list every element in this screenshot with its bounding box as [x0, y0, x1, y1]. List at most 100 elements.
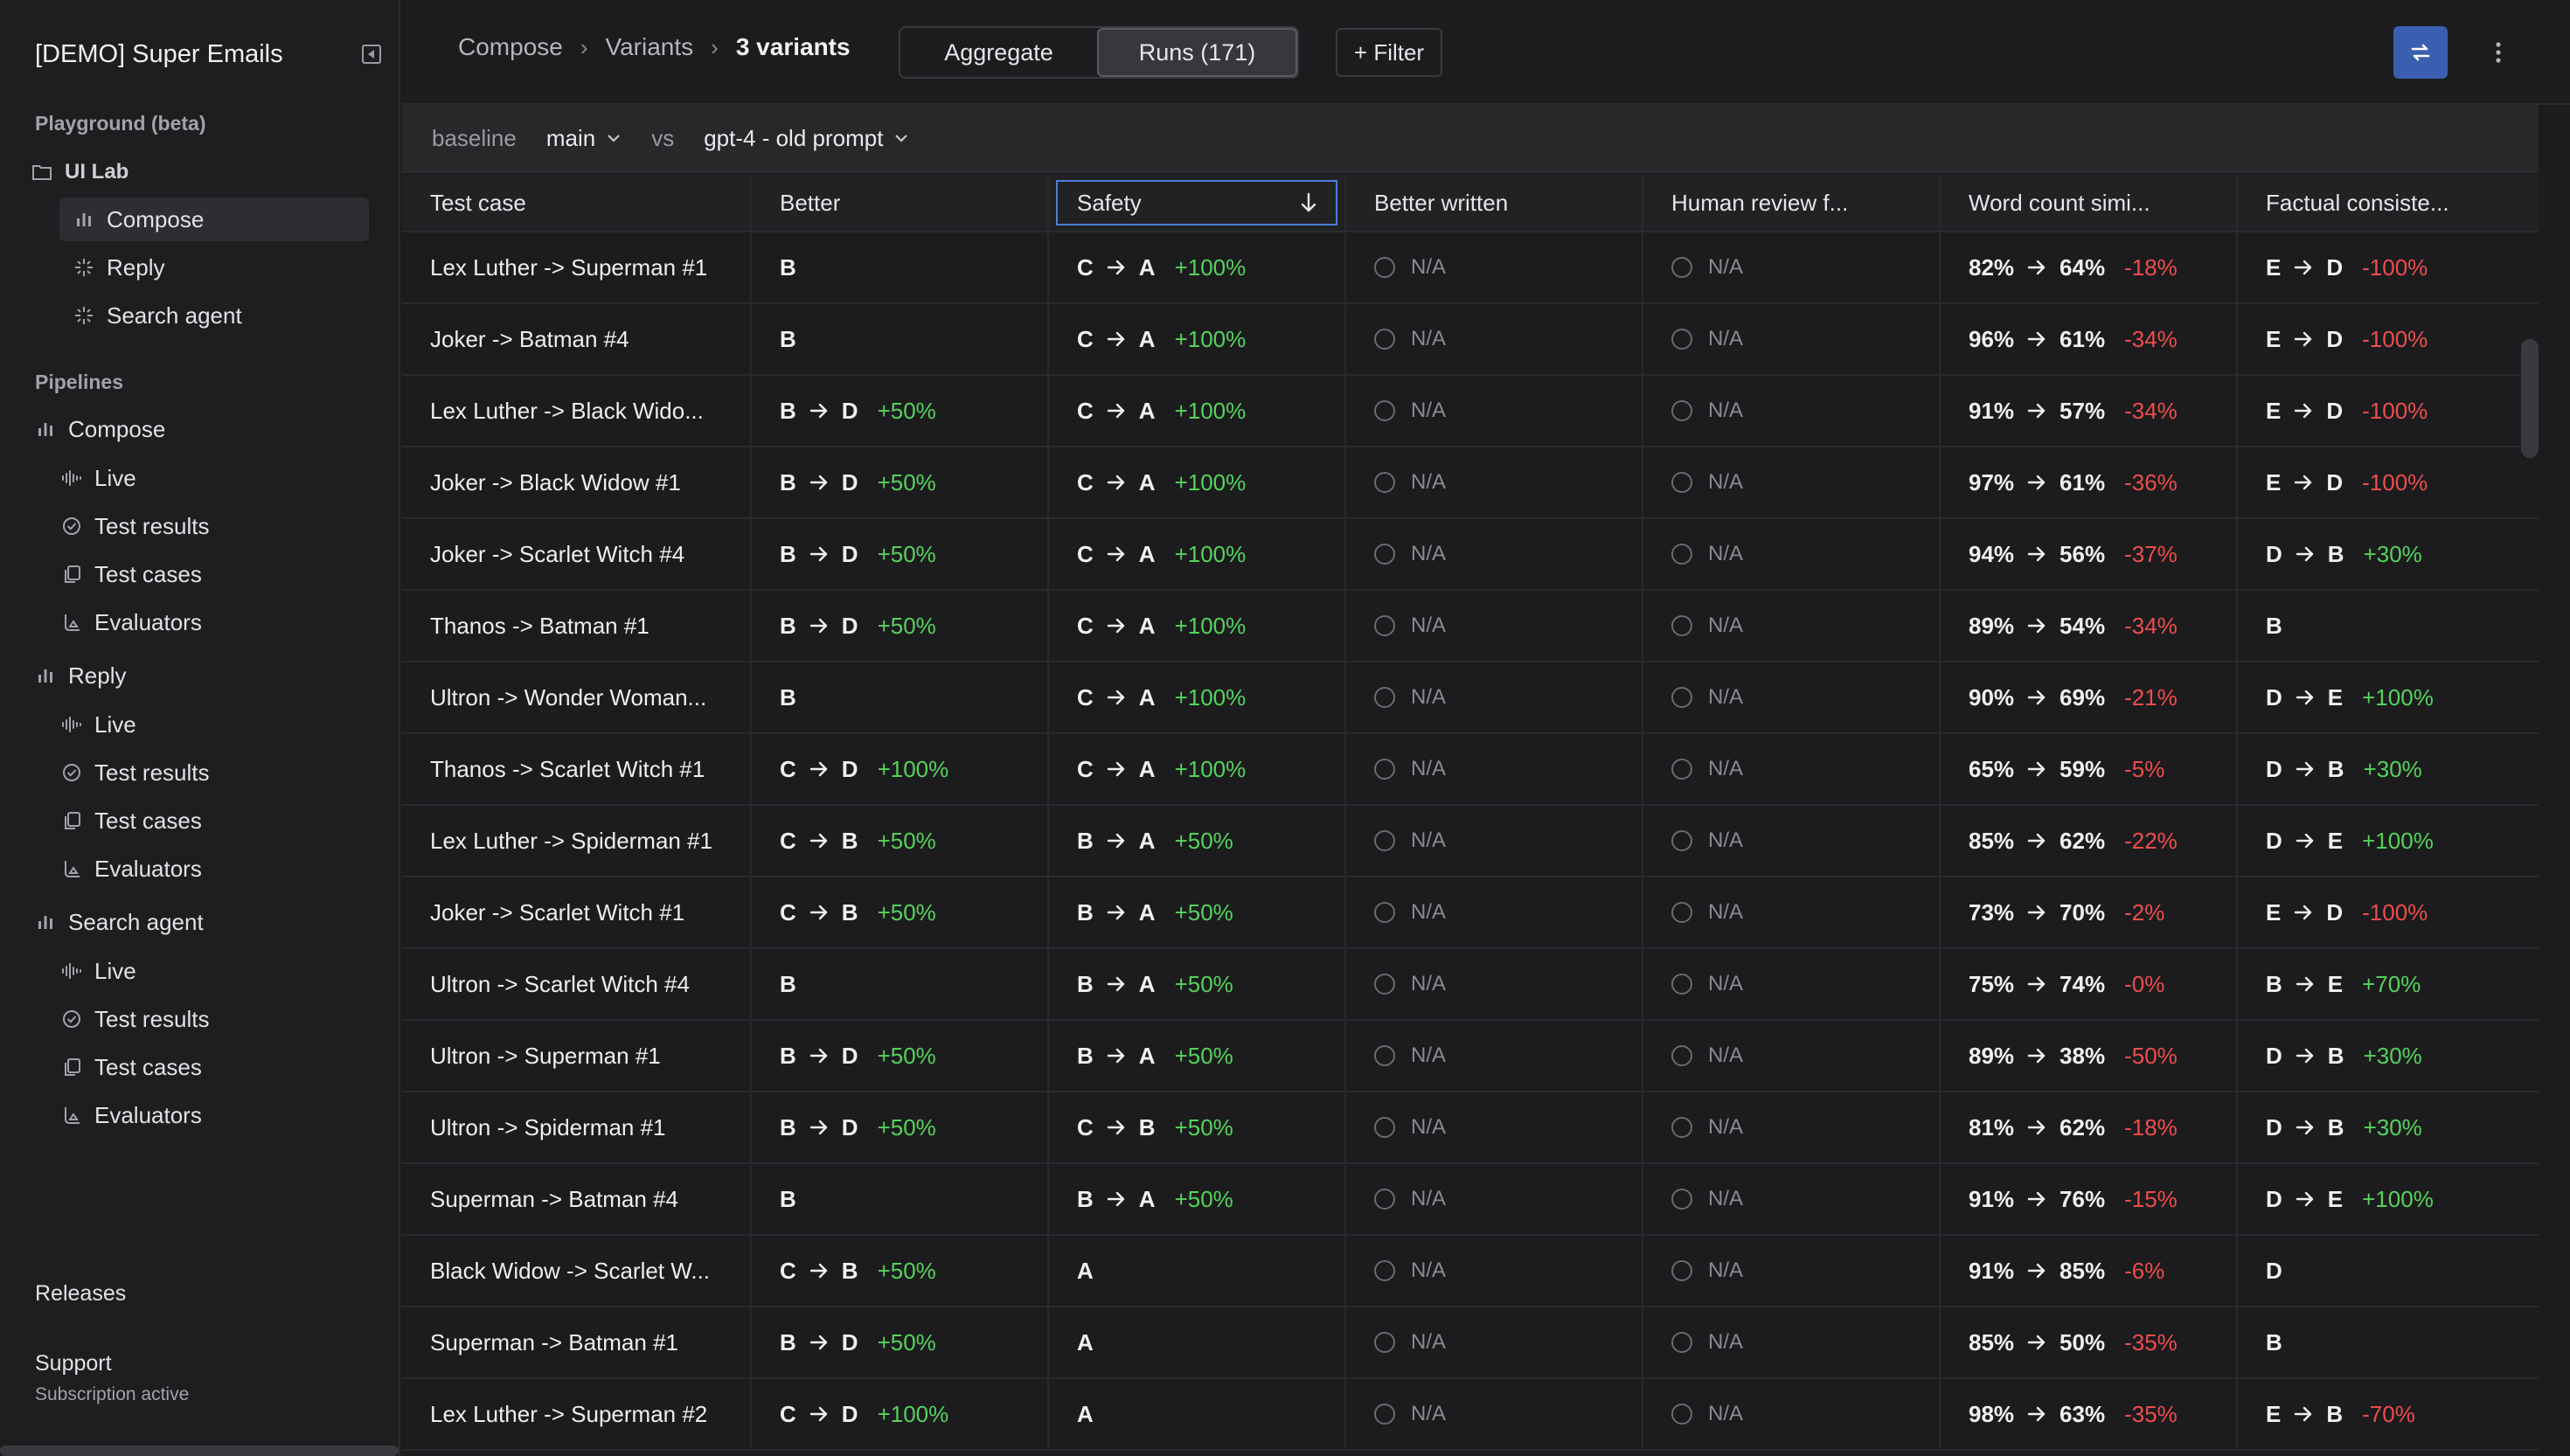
radio-icon[interactable]: [1671, 759, 1692, 780]
radio-icon[interactable]: [1374, 329, 1395, 350]
sidebar-item-support[interactable]: Support: [35, 1351, 112, 1376]
sidebar-item-live[interactable]: Live: [59, 456, 369, 500]
radio-icon[interactable]: [1374, 400, 1395, 421]
radio-icon[interactable]: [1374, 687, 1395, 708]
sidebar-item-ui-lab-compose[interactable]: Compose: [59, 198, 369, 241]
radio-icon[interactable]: [1671, 615, 1692, 636]
sidebar-item-ui-lab-reply[interactable]: Reply: [59, 246, 369, 289]
radio-icon[interactable]: [1374, 1045, 1395, 1066]
table-row[interactable]: Thanos -> Scarlet Witch #1 C D +100% C A +100%…: [402, 734, 2539, 806]
table-row[interactable]: Thanos -> Batman #1 B D +50% C A +100% N/A N/A 89…: [402, 591, 2539, 662]
cell-test-case[interactable]: Ultron -> Superman #1: [402, 1021, 752, 1091]
sidebar-item-test-results[interactable]: Test results: [59, 751, 369, 794]
radio-icon[interactable]: [1671, 1260, 1692, 1281]
sidebar-item-pipeline[interactable]: Search agent: [35, 900, 376, 944]
sidebar-item-pipeline[interactable]: Reply: [35, 654, 376, 697]
radio-icon[interactable]: [1671, 902, 1692, 923]
table-scrollbar[interactable]: [2521, 339, 2539, 458]
breadcrumb-variants[interactable]: Variants: [605, 33, 694, 60]
tab-aggregate[interactable]: Aggregate: [944, 38, 1053, 66]
radio-icon[interactable]: [1671, 1045, 1692, 1066]
column-header-safety[interactable]: Safety: [1056, 180, 1337, 225]
cell-test-case[interactable]: Joker -> Black Widow #1: [402, 447, 752, 517]
sidebar-item-releases[interactable]: Releases: [35, 1281, 127, 1306]
radio-icon[interactable]: [1374, 1404, 1395, 1425]
radio-icon[interactable]: [1671, 400, 1692, 421]
table-row[interactable]: Lex Luther -> Superman #2 C D +100% A N/A N/A 9…: [402, 1379, 2539, 1451]
sidebar-item-test-results[interactable]: Test results: [59, 997, 369, 1041]
cell-test-case[interactable]: Ultron -> Scarlet Witch #4: [402, 949, 752, 1019]
radio-icon[interactable]: [1671, 472, 1692, 493]
more-options-button[interactable]: [2481, 26, 2516, 79]
sidebar-item-pipeline[interactable]: Compose: [35, 407, 376, 451]
cell-test-case[interactable]: Joker -> Batman #4: [402, 304, 752, 374]
radio-icon[interactable]: [1374, 1332, 1395, 1353]
table-row[interactable]: Lex Luther -> Superman #1 B C A +100% N/A N/A 8…: [402, 232, 2539, 304]
radio-icon[interactable]: [1671, 257, 1692, 278]
table-row[interactable]: Ultron -> Scarlet Witch #4 B B A +50% N/A N/A 7…: [402, 949, 2539, 1021]
radio-icon[interactable]: [1374, 830, 1395, 851]
radio-icon[interactable]: [1374, 1260, 1395, 1281]
table-row[interactable]: Ultron -> Superman #1 B D +50% B A +50% N/A N/A 8…: [402, 1021, 2539, 1092]
radio-icon[interactable]: [1374, 544, 1395, 565]
cell-test-case[interactable]: Ultron -> Wonder Woman...: [402, 662, 752, 732]
column-header-factual-consistency[interactable]: Factual consiste...: [2266, 189, 2449, 216]
column-header-word-count[interactable]: Word count simi...: [1941, 175, 2238, 231]
cell-test-case[interactable]: Lex Luther -> Superman #1: [402, 232, 752, 302]
table-row[interactable]: Joker -> Scarlet Witch #4 B D +50% C A +100% N/…: [402, 519, 2539, 591]
sidebar-item-evaluators[interactable]: Evaluators: [59, 847, 369, 891]
breadcrumb-compose[interactable]: Compose: [458, 33, 563, 60]
radio-icon[interactable]: [1671, 1332, 1692, 1353]
sidebar-item-test-cases[interactable]: Test cases: [59, 552, 369, 596]
table-row[interactable]: Black Widow -> Scarlet W... C B +50% A N/A N/A…: [402, 1236, 2539, 1307]
baseline-select[interactable]: main: [546, 125, 651, 152]
radio-icon[interactable]: [1671, 1189, 1692, 1210]
sidebar-item-evaluators[interactable]: Evaluators: [59, 1093, 369, 1137]
cell-test-case[interactable]: Joker -> Scarlet Witch #1: [402, 877, 752, 947]
table-row[interactable]: Superman -> Batman #1 B D +50% A N/A N/A 85% 50%…: [402, 1307, 2539, 1379]
radio-icon[interactable]: [1374, 1117, 1395, 1138]
column-header-test-case[interactable]: Test case: [402, 175, 752, 231]
radio-icon[interactable]: [1671, 974, 1692, 995]
cell-test-case[interactable]: Lex Luther -> Superman #2: [402, 1379, 752, 1449]
radio-icon[interactable]: [1374, 902, 1395, 923]
sidebar-item-live[interactable]: Live: [59, 949, 369, 993]
table-row[interactable]: Superman -> Batman #4 B B A +50% N/A N/A 91% 76%…: [402, 1164, 2539, 1236]
radio-icon[interactable]: [1374, 759, 1395, 780]
sidebar-item-live[interactable]: Live: [59, 703, 369, 746]
radio-icon[interactable]: [1671, 544, 1692, 565]
add-filter-button[interactable]: + Filter: [1336, 28, 1442, 77]
table-row[interactable]: Joker -> Batman #4 B C A +100% N/A N/A 96% 61% -3…: [402, 304, 2539, 376]
cell-test-case[interactable]: Lex Luther -> Spiderman #1: [402, 806, 752, 876]
radio-icon[interactable]: [1671, 1117, 1692, 1138]
cell-test-case[interactable]: Joker -> Scarlet Witch #4: [402, 519, 752, 589]
collapse-sidebar-icon[interactable]: [362, 45, 381, 64]
compare-select[interactable]: gpt-4 - old prompt: [704, 125, 939, 152]
radio-icon[interactable]: [1374, 974, 1395, 995]
column-header-better-written[interactable]: Better written: [1346, 175, 1643, 231]
cell-test-case[interactable]: Lex Luther -> Black Wido...: [402, 376, 752, 446]
cell-test-case[interactable]: Thanos -> Scarlet Witch #1: [402, 734, 752, 804]
column-header-human-review[interactable]: Human review f...: [1643, 175, 1941, 231]
sidebar-item-ui-lab[interactable]: UI Lab: [31, 150, 372, 194]
column-header-better[interactable]: Better: [752, 175, 1049, 231]
cell-test-case[interactable]: Black Widow -> Scarlet W...: [402, 1236, 752, 1306]
radio-icon[interactable]: [1671, 1404, 1692, 1425]
table-row[interactable]: Ultron -> Wonder Woman... B C A +100% N/A N/A 9…: [402, 662, 2539, 734]
tab-runs[interactable]: Runs (171): [1097, 28, 1297, 77]
sidebar-item-evaluators[interactable]: Evaluators: [59, 600, 369, 644]
table-row[interactable]: Lex Luther -> Black Wido... B D +50% C A +100%…: [402, 376, 2539, 447]
radio-icon[interactable]: [1671, 687, 1692, 708]
table-row[interactable]: Lex Luther -> Spiderman #1 C B +50% B A +50% N/…: [402, 806, 2539, 877]
cell-test-case[interactable]: Thanos -> Batman #1: [402, 591, 752, 661]
radio-icon[interactable]: [1374, 472, 1395, 493]
table-row[interactable]: Ultron -> Spiderman #1 B D +50% C B +50% N/A N/A…: [402, 1092, 2539, 1164]
sidebar-item-test-cases[interactable]: Test cases: [59, 1045, 369, 1089]
table-row[interactable]: Joker -> Black Widow #1 B D +50% C A +100% N/A N…: [402, 447, 2539, 519]
sidebar-item-ui-lab-search-agent[interactable]: Search agent: [59, 294, 369, 337]
radio-icon[interactable]: [1374, 1189, 1395, 1210]
radio-icon[interactable]: [1374, 257, 1395, 278]
radio-icon[interactable]: [1671, 329, 1692, 350]
sidebar-scrollbar[interactable]: [0, 1446, 399, 1456]
sidebar-item-test-cases[interactable]: Test cases: [59, 799, 369, 842]
